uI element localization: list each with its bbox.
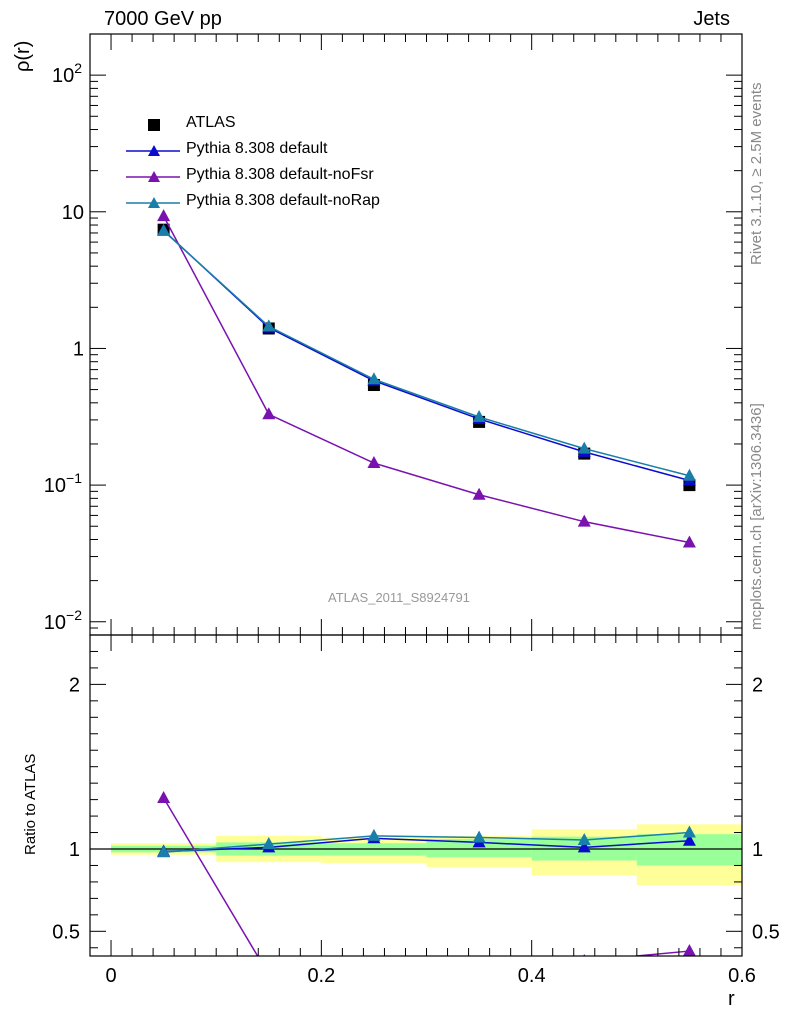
ratio-point-noRap	[472, 830, 486, 843]
ratio-y-tick-label-right: 0.5	[752, 921, 780, 943]
legend-marker-square-icon	[148, 119, 160, 131]
legend-label-norap: Pythia 8.308 default-noRap	[186, 192, 380, 209]
legend-label-atlas: ATLAS	[186, 114, 236, 131]
legend-label-nofsr: Pythia 8.308 default-noFsr	[186, 166, 374, 183]
ratio-point-noFsr	[367, 962, 380, 974]
data-point-noRap	[472, 410, 486, 423]
ratio-point-noRap	[682, 825, 696, 838]
main-y-tick-label: 10	[62, 202, 84, 224]
ratio-point-noRap	[157, 845, 171, 858]
data-point-noFsr	[577, 514, 591, 527]
ratio-point-noFsr	[157, 790, 171, 803]
header-observable-label: Jets	[693, 8, 730, 30]
series-line-default	[163, 229, 690, 482]
ratio-y-axis-label: Ratio to ATLAS	[22, 753, 39, 855]
ratio-plot-frame	[89, 634, 743, 957]
legend-marker-triangle-icon	[126, 145, 180, 156]
data-point-noFsr	[262, 407, 276, 420]
x-tick-label: 0.4	[518, 965, 546, 987]
data-point-noRap	[367, 372, 381, 385]
ratio-y-tick-label: 1	[69, 839, 80, 861]
ratio-line-default	[163, 837, 690, 853]
header-process-label: 7000 GeV pp	[104, 8, 222, 30]
data-point-noRap	[682, 468, 696, 481]
ratio-point-default	[577, 840, 591, 853]
ratio-point-noRap	[577, 832, 591, 845]
legend-marker-triangle-icon	[126, 197, 180, 208]
ratio-point-noFsr	[473, 959, 486, 971]
x-axis-label: r	[728, 988, 735, 1010]
x-tick-label: 0.2	[307, 965, 335, 987]
main-y-tick-label: 102	[52, 60, 82, 87]
data-point-noRap	[157, 223, 171, 236]
rivet-version-label: Rivet 3.1.10, ≥ 2.5M events	[748, 82, 765, 266]
series-line-noRap	[163, 230, 690, 477]
x-tick-label: 0	[105, 965, 116, 987]
ratio-point-default	[682, 833, 696, 846]
data-point-noRap	[577, 441, 591, 454]
ratio-point-noFsr	[682, 944, 696, 956]
ratio-point-noRap	[367, 828, 381, 841]
mcplots-reference-label: mcplots.cern.ch [arXiv:1306.3436]	[748, 403, 765, 630]
ratio-point-noFsr	[262, 968, 275, 980]
legend-marker-triangle-icon	[126, 171, 180, 182]
ratio-y-tick-label-right: 1	[752, 839, 763, 861]
main-y-tick-label: 10−1	[44, 470, 82, 497]
data-point-noFsr	[367, 456, 381, 469]
data-point-noFsr	[682, 535, 696, 548]
ratio-point-noRap	[262, 837, 276, 850]
series-line-noFsr	[162, 215, 690, 544]
data-point-noRap	[262, 319, 276, 332]
data-point-noFsr	[472, 487, 486, 500]
analysis-watermark: ATLAS_2011_S8924791	[328, 590, 470, 605]
ratio-line-noFsr	[162, 797, 690, 956]
ratio-y-tick-label: 0.5	[52, 921, 80, 943]
ratio-line-noRap	[163, 831, 690, 854]
data-point-noFsr	[157, 209, 171, 222]
main-y-tick-label: 1	[73, 338, 84, 360]
main-y-axis-label: ρ(r)	[12, 40, 34, 72]
main-y-tick-label: 10−2	[44, 607, 82, 634]
ratio-y-tick-label-right: 2	[752, 674, 763, 696]
x-tick-label: 0.6	[728, 965, 756, 987]
ratio-y-tick-label: 2	[69, 674, 80, 696]
legend-label-default: Pythia 8.308 default	[186, 140, 328, 157]
